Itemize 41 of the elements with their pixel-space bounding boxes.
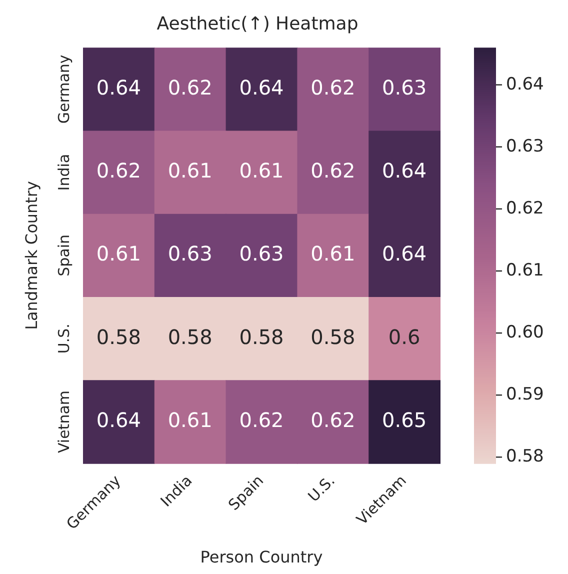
color-bar-label: 0.59 xyxy=(506,384,544,404)
data-label: 0.62 xyxy=(310,75,356,100)
data-label: 0.61 xyxy=(310,242,356,266)
chart-title: Aesthetic(↑) Heatmap xyxy=(156,13,358,34)
color-bar-label: 0.64 xyxy=(506,74,544,94)
data-label: 0.61 xyxy=(96,242,141,266)
y-tick-label: Germany xyxy=(54,54,73,124)
y-tick-label: U.S. xyxy=(54,324,73,354)
data-label: 0.62 xyxy=(96,158,141,183)
data-label: 0.65 xyxy=(382,408,427,432)
data-label: 0.58 xyxy=(239,324,284,349)
data-label: 0.6 xyxy=(388,324,420,349)
data-label: 0.64 xyxy=(96,75,141,100)
color-bar-label: 0.61 xyxy=(506,260,544,280)
data-label: 0.64 xyxy=(96,408,141,432)
x-tick-label: U.S. xyxy=(304,472,338,506)
y-tick-label: Vietnam xyxy=(54,390,73,454)
x-axis-title: Person Country xyxy=(200,548,323,567)
color-bar-label: 0.58 xyxy=(506,446,544,467)
data-label: 0.58 xyxy=(168,324,212,349)
data-label: 0.58 xyxy=(310,324,356,349)
data-label: 0.62 xyxy=(168,75,212,100)
y-tick-label: Spain xyxy=(54,234,73,276)
data-label: 0.62 xyxy=(239,408,284,432)
data-label: 0.63 xyxy=(382,75,427,100)
data-label: 0.63 xyxy=(168,242,212,266)
data-label: 0.63 xyxy=(239,242,284,266)
color-bar-label: 0.63 xyxy=(506,136,544,156)
data-label: 0.61 xyxy=(168,408,212,432)
y-axis-title: Landmark Country xyxy=(22,181,42,330)
data-label: 0.64 xyxy=(239,75,284,100)
color-bar-label: 0.62 xyxy=(506,198,544,218)
data-label: 0.58 xyxy=(96,324,141,349)
data-label: 0.61 xyxy=(168,158,212,183)
y-tick-label: India xyxy=(54,154,73,191)
data-label: 0.64 xyxy=(382,242,427,266)
data-label: 0.64 xyxy=(382,158,427,183)
data-label: 0.61 xyxy=(239,158,284,183)
color-bar-label: 0.60 xyxy=(506,322,544,342)
data-label: 0.62 xyxy=(310,408,356,432)
data-label: 0.62 xyxy=(310,158,356,183)
